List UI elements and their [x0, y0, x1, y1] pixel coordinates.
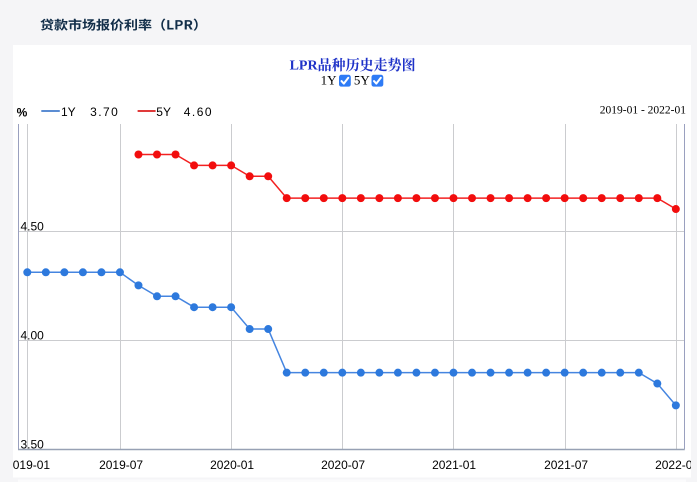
svg-text:4.50: 4.50: [21, 219, 45, 233]
svg-text:%: %: [17, 105, 28, 119]
svg-text:2019-07: 2019-07: [99, 458, 143, 472]
svg-text:2020-01: 2020-01: [210, 458, 254, 472]
svg-text:2019-01: 2019-01: [6, 458, 50, 472]
svg-text:3.50: 3.50: [21, 437, 45, 451]
svg-text:2019-01 - 2022-01: 2019-01 - 2022-01: [600, 105, 686, 117]
svg-text:4.00: 4.00: [21, 328, 45, 342]
svg-text:5Y: 5Y: [156, 105, 171, 119]
svg-text:5Y: 5Y: [354, 72, 371, 87]
svg-text:2020-07: 2020-07: [321, 458, 365, 472]
svg-text:1Y: 1Y: [61, 105, 76, 119]
svg-text:2022-01: 2022-01: [655, 458, 697, 472]
svg-text:4.60: 4.60: [184, 105, 213, 119]
svg-text:1Y: 1Y: [321, 72, 338, 87]
svg-text:LPR: LPR: [290, 58, 319, 73]
svg-text:2021-07: 2021-07: [544, 458, 588, 472]
svg-text:2021-01: 2021-01: [432, 458, 476, 472]
svg-text:3.70: 3.70: [90, 105, 119, 119]
